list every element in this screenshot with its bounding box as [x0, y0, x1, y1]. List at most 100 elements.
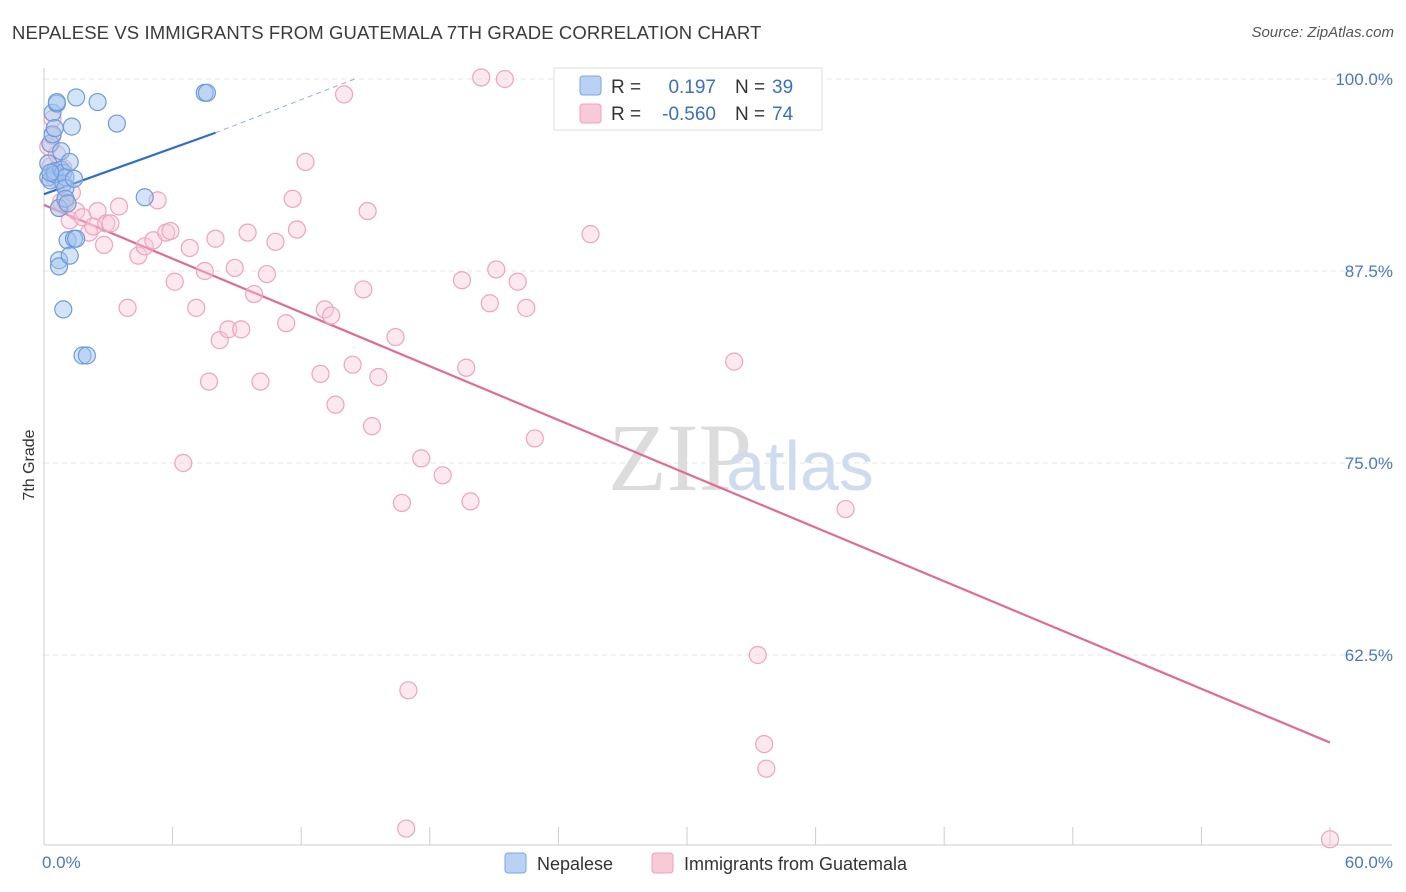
point-guatemala-62	[412, 449, 431, 468]
point-nepalese-11	[49, 198, 69, 218]
point-guatemala-73	[525, 429, 544, 448]
point-guatemala-51	[326, 395, 345, 414]
watermark-zip: ZIP	[608, 404, 752, 511]
point-guatemala-38	[232, 320, 251, 339]
y-axis-label: 7th Grade	[21, 429, 38, 500]
y-tick-label-3: 100.0%	[1335, 70, 1393, 89]
point-guatemala-74	[581, 225, 600, 244]
point-guatemala-80	[836, 499, 855, 519]
point-guatemala-59	[392, 493, 412, 513]
point-nepalese-16	[54, 163, 73, 182]
point-nepalese-12	[49, 251, 69, 270]
legend-n-value-2: 74	[772, 104, 794, 125]
point-nepalese-18	[54, 300, 73, 319]
point-guatemala-77	[755, 734, 774, 754]
point-guatemala-69	[487, 260, 506, 279]
y-tick-label-2: 87.5%	[1345, 262, 1393, 281]
point-guatemala-19	[101, 214, 120, 233]
legend-label-guatemala: Immigrants from Guatemala	[684, 854, 908, 874]
point-guatemala-53	[343, 355, 362, 374]
point-guatemala-65	[457, 358, 476, 377]
point-guatemala-66	[461, 492, 480, 511]
point-nepalese-31	[73, 346, 92, 365]
point-guatemala-22	[129, 246, 148, 265]
legend-label-nepalese: Nepalese	[537, 854, 613, 874]
point-nepalese-24	[60, 246, 79, 265]
point-guatemala-44	[277, 314, 296, 333]
legend-n-label-2: N =	[735, 104, 765, 125]
point-guatemala-67	[472, 68, 491, 87]
x-tick-label-1: 60.0%	[1345, 853, 1393, 872]
point-guatemala-42	[257, 264, 277, 284]
point-guatemala-78	[757, 759, 776, 778]
point-guatemala-37	[225, 258, 244, 278]
point-guatemala-21	[118, 298, 137, 317]
point-guatemala-63	[433, 466, 452, 485]
point-nepalese-21	[56, 189, 75, 208]
point-guatemala-68	[480, 294, 499, 313]
x-tick-label-0: 0.0%	[42, 853, 81, 872]
chart-title: NEPALESE VS IMMIGRANTS FROM GUATEMALA 7T…	[12, 22, 762, 43]
point-guatemala-30	[180, 238, 199, 258]
point-guatemala-39	[238, 223, 257, 242]
point-nepalese-25	[60, 152, 79, 172]
point-guatemala-81	[1320, 830, 1340, 849]
point-guatemala-41	[251, 372, 270, 391]
point-guatemala-18	[97, 214, 116, 233]
source-label: Source: ZipAtlas.com	[1251, 24, 1394, 41]
point-guatemala-48	[311, 364, 330, 384]
point-guatemala-47	[296, 152, 315, 172]
point-nepalese-10	[47, 92, 66, 112]
point-guatemala-31	[187, 298, 206, 317]
y-tick-label-1: 75.0%	[1345, 454, 1393, 473]
point-guatemala-34	[206, 229, 225, 248]
point-nepalese-30	[67, 229, 86, 248]
point-nepalese-5	[43, 103, 62, 122]
point-nepalese-13	[49, 257, 69, 276]
point-nepalese-28	[64, 169, 84, 188]
point-nepalese-33	[88, 92, 107, 112]
point-guatemala-16	[88, 201, 107, 221]
point-guatemala-54	[354, 280, 373, 299]
axes	[43, 68, 1392, 846]
point-nepalese-26	[62, 117, 81, 136]
point-guatemala-76	[748, 645, 767, 665]
point-nepalese-34	[107, 114, 126, 133]
point-guatemala-64	[452, 271, 472, 290]
point-guatemala-20	[109, 197, 129, 216]
point-guatemala-58	[386, 327, 405, 347]
point-nepalese-29	[67, 88, 86, 107]
y-tick-label-0: 62.5%	[1345, 646, 1393, 665]
point-guatemala-43	[266, 232, 285, 251]
stats-legend: R = 0.197 N = 39 R = -0.560 N = 74	[553, 67, 823, 131]
point-guatemala-55	[358, 201, 377, 221]
point-guatemala-52	[334, 85, 354, 104]
legend-n-label-1: N =	[735, 77, 765, 98]
point-guatemala-33	[199, 372, 219, 391]
point-guatemala-70	[495, 69, 514, 89]
point-guatemala-71	[508, 272, 527, 291]
point-guatemala-45	[283, 189, 302, 208]
legend-r-label-2: R =	[611, 104, 641, 125]
point-guatemala-27	[161, 221, 180, 241]
data-points	[39, 68, 1340, 849]
point-nepalese-35	[135, 188, 154, 207]
grid-lines	[44, 78, 1392, 656]
point-nepalese-38	[41, 163, 60, 182]
point-guatemala-36	[219, 320, 238, 339]
x-tick-labels: 0.0% 60.0%	[42, 853, 1393, 872]
point-guatemala-57	[369, 367, 388, 387]
point-nepalese-32	[77, 346, 96, 365]
legend-r-value-1: 0.197	[668, 77, 716, 98]
point-guatemala-75	[725, 352, 744, 371]
trend-line-guatemala	[43, 203, 1331, 744]
point-guatemala-50	[322, 306, 341, 325]
legend-swatch-guatemala	[651, 852, 674, 874]
point-nepalese-37	[197, 83, 216, 102]
legend-r-label-1: R =	[611, 77, 641, 98]
point-guatemala-28	[165, 272, 184, 291]
y-tick-labels: 62.5% 75.0% 87.5% 100.0%	[1335, 70, 1393, 665]
nepalese-swatch	[579, 75, 602, 96]
point-guatemala-32	[195, 261, 214, 281]
